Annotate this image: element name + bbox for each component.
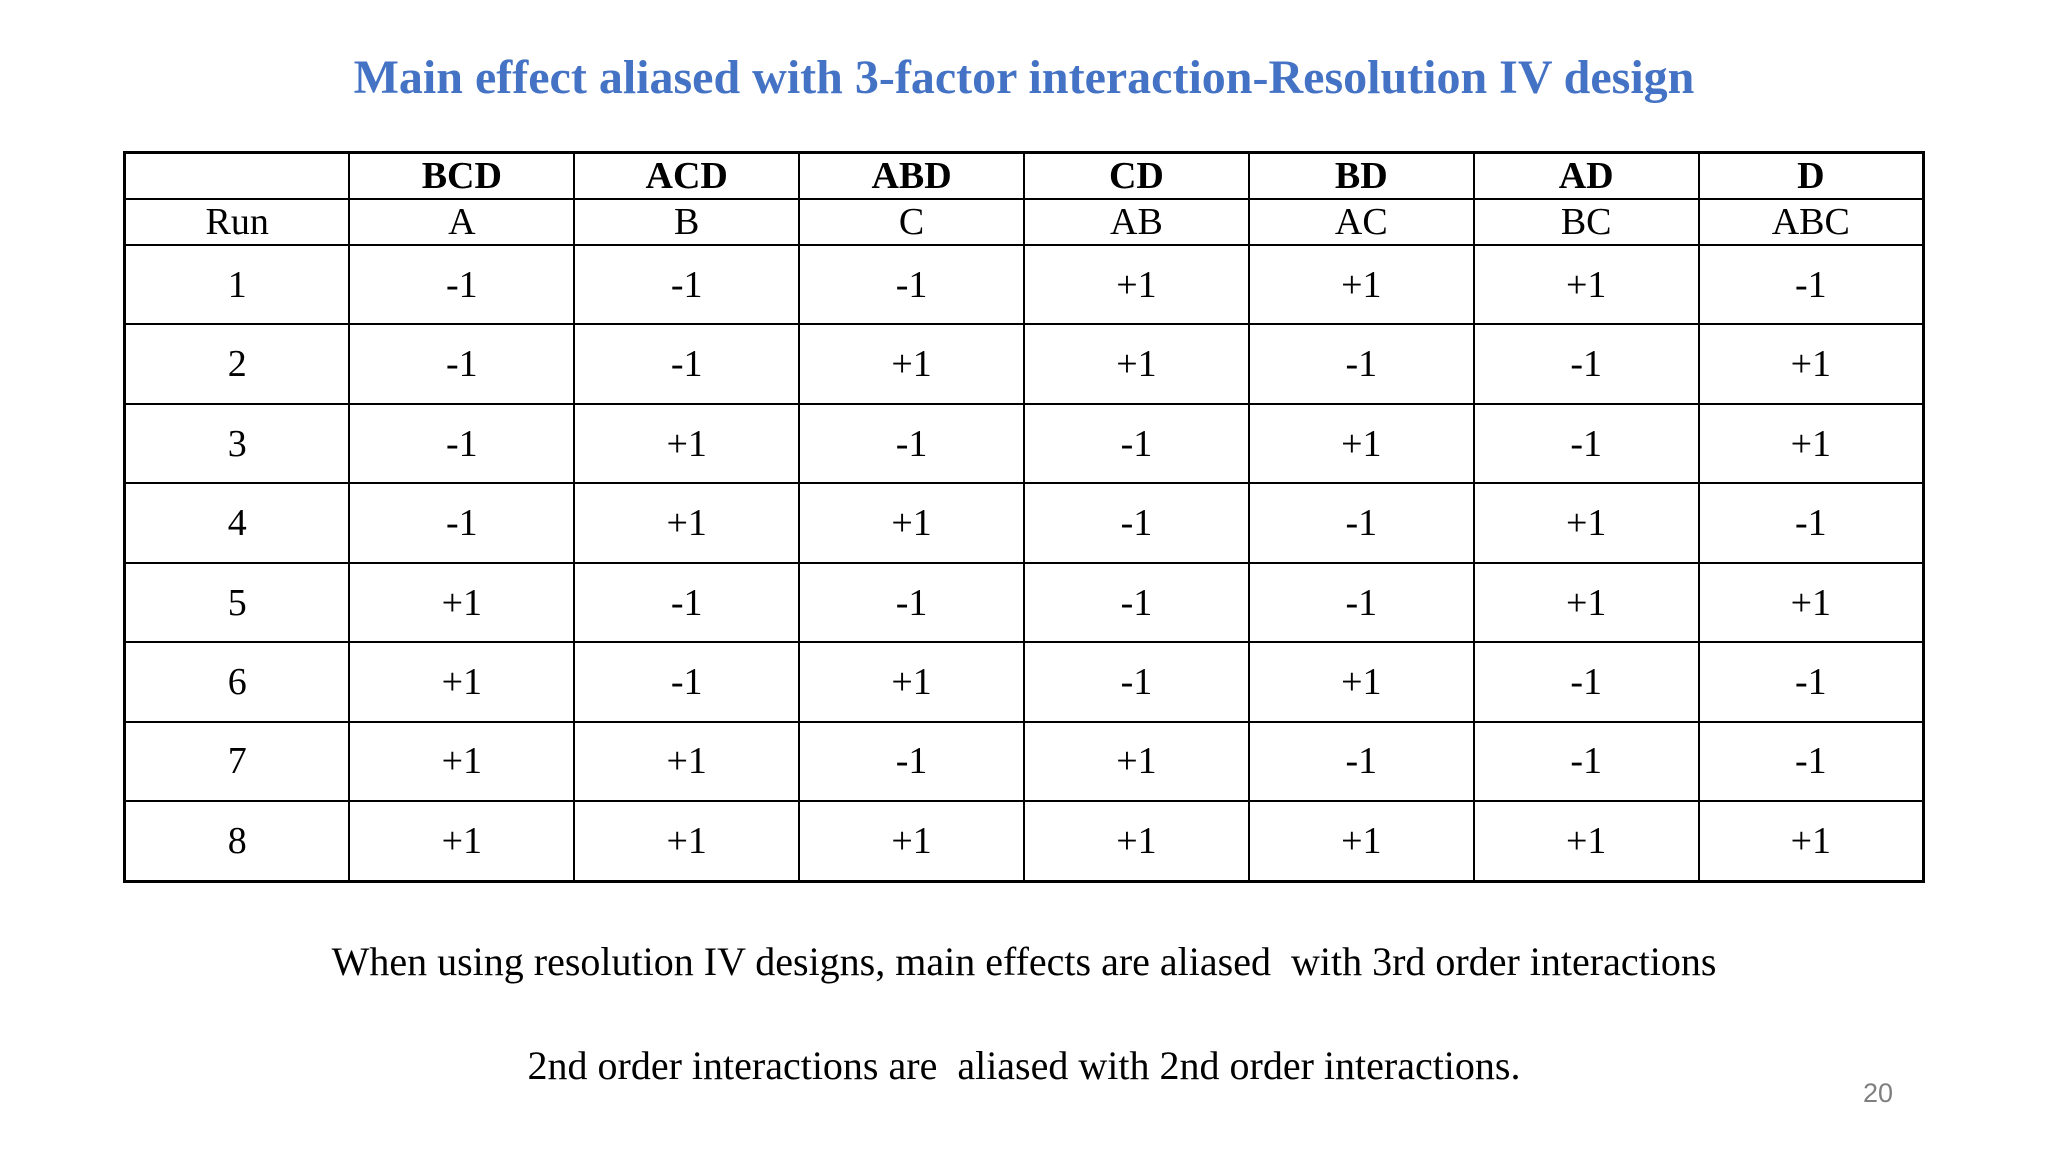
alias-header-cell (123, 151, 351, 200)
table-cell: -1 (348, 323, 576, 405)
table-cell: +1 (1472, 561, 1700, 644)
table-cell: +1 (1697, 402, 1925, 485)
table-cell: +1 (348, 561, 576, 644)
table-cell: -1 (348, 243, 576, 326)
factor-header-cell: AC (1247, 198, 1475, 246)
table-cell: +1 (573, 402, 801, 485)
note-line-1: When using resolution IV designs, main e… (331, 939, 1717, 984)
table-cell: -1 (1697, 641, 1925, 723)
table-cell: -1 (798, 402, 1025, 485)
run-number-cell: 6 (123, 641, 351, 723)
table-cell: -1 (1247, 482, 1475, 564)
table-cell: +1 (1247, 800, 1475, 883)
table-cell: -1 (1697, 720, 1925, 803)
table-row: 5 +1 -1 -1 -1 -1 +1 +1 (123, 561, 1925, 644)
table-cell: +1 (1023, 243, 1250, 326)
factor-header-cell: BC (1472, 198, 1700, 246)
note-line-2: 2nd order interactions are aliased with … (527, 1043, 1521, 1088)
alias-header-cell: ACD (573, 151, 801, 200)
table-cell: +1 (1472, 800, 1700, 883)
table-cell: -1 (1023, 641, 1250, 723)
table-cell: -1 (1247, 720, 1475, 803)
table-cell: -1 (1247, 323, 1475, 405)
table-cell: +1 (1247, 641, 1475, 723)
table-cell: -1 (1472, 720, 1700, 803)
alias-header-cell: AD (1472, 151, 1700, 200)
table-cell: +1 (1697, 561, 1925, 644)
table-cell: +1 (798, 323, 1025, 405)
table-cell: -1 (1023, 402, 1250, 485)
slide-title: Main effect aliased with 3-factor intera… (353, 51, 1695, 104)
factor-header-row: Run A B C AB AC BC ABC (123, 198, 1925, 246)
table-cell: -1 (1697, 243, 1925, 326)
table-row: 2 -1 -1 +1 +1 -1 -1 +1 (123, 323, 1925, 405)
table-cell: +1 (1247, 243, 1475, 326)
table-cell: +1 (573, 800, 801, 883)
table-cell: +1 (1472, 243, 1700, 326)
table-row: 7 +1 +1 -1 +1 -1 -1 -1 (123, 720, 1925, 803)
page-number: 20 (1862, 1078, 1893, 1108)
table-cell: +1 (1247, 402, 1475, 485)
alias-header-cell: BCD (348, 151, 576, 200)
alias-header-cell: ABD (798, 151, 1025, 200)
run-number-cell: 1 (123, 243, 351, 326)
factor-header-cell: AB (1023, 198, 1250, 246)
table-cell: -1 (348, 402, 576, 485)
table-cell: -1 (1023, 561, 1250, 644)
table-cell: -1 (1472, 323, 1700, 405)
factor-header-cell: B (573, 198, 801, 246)
table-cell: -1 (1023, 482, 1250, 564)
table-cell: +1 (573, 482, 801, 564)
table-cell: +1 (573, 720, 801, 803)
table-cell: +1 (348, 720, 576, 803)
table-cell: +1 (798, 800, 1025, 883)
table-cell: +1 (1023, 720, 1250, 803)
run-number-cell: 4 (123, 482, 351, 564)
factor-header-cell: Run (123, 198, 351, 246)
table-cell: +1 (1023, 323, 1250, 405)
table-cell: -1 (798, 720, 1025, 803)
table-cell: -1 (573, 641, 801, 723)
alias-header-row: BCD ACD ABD CD BD AD D (123, 151, 1925, 200)
table-cell: +1 (1697, 323, 1925, 405)
table-row: 8 +1 +1 +1 +1 +1 +1 +1 (123, 800, 1925, 883)
run-number-cell: 3 (123, 402, 351, 485)
alias-header-cell: CD (1023, 151, 1250, 200)
design-matrix-table: BCD ACD ABD CD BD AD D Run A B C AB AC B… (123, 151, 1925, 883)
table-cell: -1 (798, 243, 1025, 326)
table-cell: +1 (1023, 800, 1250, 883)
table-cell: +1 (348, 800, 576, 883)
table-cell: -1 (1247, 561, 1475, 644)
table-row: 1 -1 -1 -1 +1 +1 +1 -1 (123, 243, 1925, 326)
alias-header-cell: D (1697, 151, 1925, 200)
table-row: 6 +1 -1 +1 -1 +1 -1 -1 (123, 641, 1925, 723)
table-cell: -1 (1472, 402, 1700, 485)
table-row: 3 -1 +1 -1 -1 +1 -1 +1 (123, 402, 1925, 485)
table-cell: +1 (798, 482, 1025, 564)
table-cell: -1 (573, 323, 801, 405)
table-cell: +1 (1697, 800, 1925, 883)
factor-header-cell: C (798, 198, 1025, 246)
table-cell: -1 (573, 561, 801, 644)
table-row: 4 -1 +1 +1 -1 -1 +1 -1 (123, 482, 1925, 564)
run-number-cell: 7 (123, 720, 351, 803)
table-cell: -1 (573, 243, 801, 326)
factor-header-cell: A (348, 198, 576, 246)
table-cell: -1 (1697, 482, 1925, 564)
table-cell: +1 (1472, 482, 1700, 564)
table-cell: -1 (348, 482, 576, 564)
table-cell: -1 (798, 561, 1025, 644)
factor-header-cell: ABC (1697, 198, 1925, 246)
table-cell: +1 (348, 641, 576, 723)
alias-header-cell: BD (1247, 151, 1475, 200)
run-number-cell: 2 (123, 323, 351, 405)
table-cell: -1 (1472, 641, 1700, 723)
table-cell: +1 (798, 641, 1025, 723)
run-number-cell: 8 (123, 800, 351, 883)
run-number-cell: 5 (123, 561, 351, 644)
